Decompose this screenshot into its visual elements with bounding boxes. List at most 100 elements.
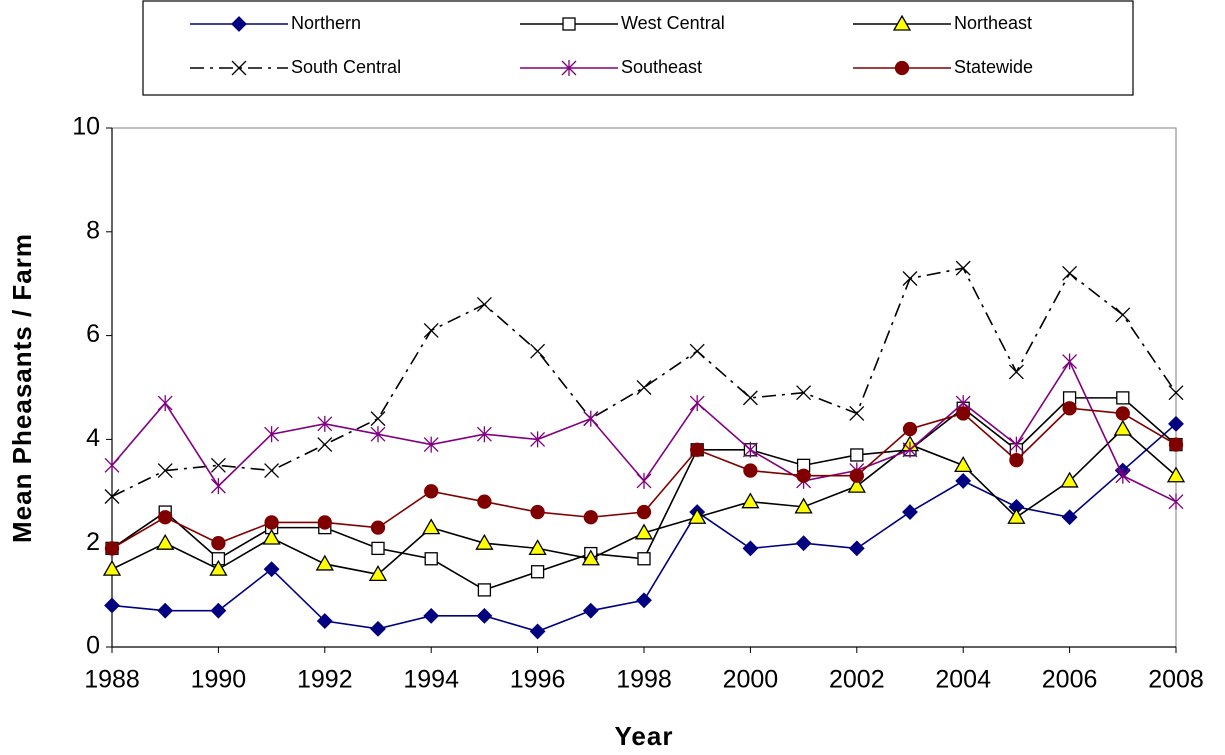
marker — [422, 518, 441, 535]
x-tick-label: 1994 — [403, 666, 459, 694]
marker — [104, 597, 120, 614]
marker — [1166, 466, 1186, 483]
x-tick-label: 1988 — [84, 666, 140, 694]
marker — [1007, 507, 1026, 524]
marker — [583, 510, 598, 525]
x-tick-label: 1998 — [616, 666, 672, 694]
marker — [1168, 437, 1184, 452]
marker — [955, 260, 971, 276]
marker — [158, 510, 173, 525]
marker — [102, 559, 122, 576]
marker — [264, 515, 279, 530]
marker — [317, 437, 333, 453]
marker — [849, 468, 864, 483]
marker — [637, 552, 651, 566]
legend-marker — [892, 14, 912, 31]
marker — [1062, 265, 1078, 281]
marker — [847, 476, 866, 493]
x-tick-label: 2006 — [1042, 666, 1098, 694]
marker — [210, 478, 226, 495]
marker — [1008, 364, 1024, 380]
marker — [796, 385, 812, 401]
marker — [636, 472, 652, 489]
legend-label: Southeast — [621, 57, 702, 77]
legend-label: Northern — [291, 13, 361, 33]
y-tick-label: 10 — [72, 113, 100, 141]
marker — [902, 421, 918, 437]
marker — [1116, 391, 1130, 405]
marker — [634, 523, 654, 540]
marker — [902, 271, 918, 286]
marker — [902, 441, 918, 458]
marker — [1115, 467, 1131, 484]
marker — [848, 540, 865, 557]
marker — [210, 457, 226, 473]
marker — [209, 559, 228, 576]
marker — [264, 426, 280, 443]
y-tick-label: 0 — [86, 632, 100, 660]
marker — [476, 607, 493, 624]
marker — [104, 489, 120, 504]
marker — [530, 565, 545, 579]
legend-label: Northeast — [954, 13, 1032, 33]
marker — [689, 343, 705, 359]
legend-marker — [561, 60, 577, 76]
marker — [796, 468, 811, 483]
x-tick-label: 2000 — [723, 666, 779, 694]
marker — [211, 536, 226, 551]
marker — [1115, 307, 1131, 323]
marker — [370, 426, 386, 443]
marker — [1168, 415, 1184, 432]
marker — [530, 343, 546, 359]
legend-marker — [894, 60, 910, 76]
marker — [850, 448, 864, 462]
marker — [582, 602, 599, 619]
x-tick-label: 1992 — [297, 666, 353, 694]
marker — [688, 507, 707, 524]
legend-label: South Central — [291, 57, 401, 77]
marker — [104, 457, 120, 474]
marker — [157, 602, 174, 619]
marker — [316, 613, 333, 629]
marker — [104, 541, 120, 556]
marker — [423, 322, 439, 338]
marker — [423, 436, 439, 453]
y-tick-label: 8 — [86, 216, 100, 244]
x-tick-label: 2002 — [829, 666, 885, 694]
marker — [1062, 401, 1077, 416]
marker — [476, 297, 492, 312]
marker — [424, 552, 438, 566]
x-tick-label: 2008 — [1148, 666, 1204, 694]
marker — [263, 561, 280, 578]
marker — [423, 607, 440, 624]
marker — [262, 528, 281, 545]
marker — [370, 520, 386, 535]
x-axis-title: Year — [615, 721, 674, 751]
marker — [742, 540, 759, 557]
marker — [689, 395, 705, 412]
marker — [530, 504, 545, 520]
marker — [315, 554, 334, 571]
marker — [368, 565, 388, 581]
y-axis-title: Mean Pheasants / Farm — [7, 233, 37, 543]
marker — [529, 623, 546, 640]
marker — [371, 541, 385, 556]
marker — [157, 463, 173, 478]
marker — [741, 492, 760, 509]
marker — [1168, 385, 1184, 401]
marker — [1115, 406, 1130, 421]
legend-marker — [231, 60, 247, 76]
marker — [476, 426, 492, 443]
legend-marker — [231, 16, 247, 32]
marker — [424, 484, 439, 499]
marker — [1061, 509, 1078, 526]
marker — [370, 620, 386, 637]
y-tick-label: 4 — [86, 424, 100, 452]
marker — [317, 515, 332, 530]
marker — [636, 504, 652, 520]
marker — [157, 395, 173, 412]
marker — [210, 602, 227, 619]
marker — [477, 583, 492, 597]
marker — [902, 504, 918, 520]
